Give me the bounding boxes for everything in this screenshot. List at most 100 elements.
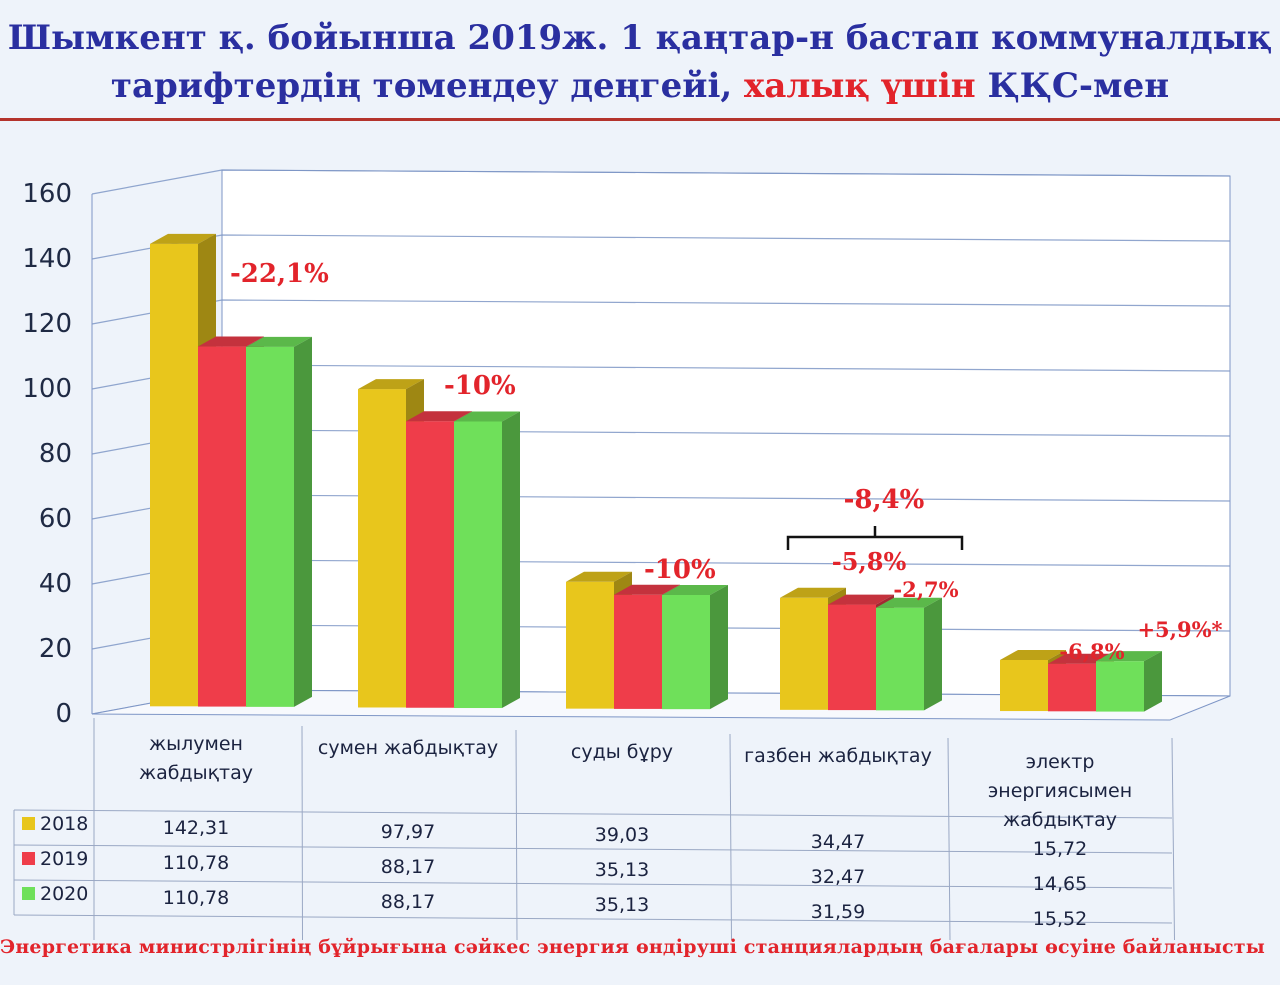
table-value: 15,72 [1033,838,1087,860]
legend-key-2020 [22,887,35,900]
table-hline [13,914,1173,924]
y-tick-label: 100 [22,374,72,404]
bar-top [566,571,632,582]
slide-title: Шымкент қ. бойынша 2019ж. 1 қаңтар-н бас… [0,14,1280,110]
table-value: 110,78 [163,887,229,909]
bar-2020-cat4 [1096,651,1162,712]
bar-2020-cat0 [246,336,312,707]
change-annotation: -22,1% [230,259,329,289]
bar-top [614,584,680,595]
category-label: суды бұру [571,741,673,763]
y-tick-label: 120 [22,309,72,339]
category-label: газбен жабдықтау [744,745,932,767]
table-value: 110,78 [163,852,229,874]
category-label: жабдықтау [1003,809,1117,831]
table-value: 31,59 [811,901,865,923]
bar-side [1144,651,1162,712]
y-tick-label: 20 [39,634,72,664]
gridline [91,234,1231,260]
table-value: 15,52 [1033,908,1087,930]
bar-top [150,233,216,244]
footnote: Энергетика министрлігінің бұйрығына сәйк… [0,936,1265,958]
data-table: жылумен жабдықтау сумен жабдықтау суды бұру… [13,718,1175,941]
change-annotation: -5,8% [832,547,907,576]
bar-side [710,585,728,710]
table-value: 14,65 [1033,873,1087,895]
bar-front [614,594,662,709]
bar-top [358,379,424,390]
bar-front [876,607,924,711]
table-vline [515,729,518,941]
y-tick-label: 80 [39,439,72,469]
legend-label-2018: 2018 [40,813,88,835]
bar-top [662,585,728,596]
legend-label-2019: 2019 [40,848,88,870]
category-label: жабдықтау [139,762,253,784]
change-annotations: -22,1% -10% -10% -8,4% -5,8%-2,7% -6,8% +5,9%* [230,259,1223,664]
bar-front [1048,663,1096,712]
bar-2020-cat3 [876,597,942,711]
y-tick-label: 140 [22,244,72,274]
table-hline [13,879,1173,889]
y-axis-ticks: 0 20 40 60 80 100 120 140 160 [22,179,72,729]
table-value: 32,47 [811,866,865,888]
table-value: 35,13 [595,894,649,916]
bar-front [150,243,198,707]
table-value: 88,17 [381,856,435,878]
bar-side [294,336,312,707]
change-annotation: -6,8% [1059,639,1124,664]
legend-label-2020: 2020 [40,883,88,905]
change-annotation: -10% [644,555,716,585]
category-label: энергиясымен [988,780,1132,802]
title-line-2-blue-end: ҚҚС-мен [987,66,1170,106]
y-tick-label: 60 [39,504,72,534]
table-vline [729,733,732,941]
title-line-2-red: халық үшін [744,66,976,106]
table-value: 35,13 [595,859,649,881]
title-line-2: тарифтердің төмендеу деңгейі, халық үшін… [0,62,1280,110]
table-vline [301,725,303,941]
table-hline [13,844,1173,854]
bar-side [502,411,520,709]
title-divider [0,118,1280,121]
y-tick-label: 0 [55,699,72,729]
bar-front [358,389,406,708]
change-annotation: +5,9%* [1137,617,1222,642]
bar-front [246,346,294,707]
category-label: сумен жабдықтау [318,737,498,759]
title-line-2-blue: тарифтердің төмендеу деңгейі, [110,66,733,106]
table-value: 142,31 [163,817,229,839]
bar-front [406,421,454,708]
table-value: 39,03 [595,824,649,846]
change-annotation: -8,4% [844,485,925,515]
bar-front [198,346,246,707]
legend-key-2018 [22,817,35,830]
bar-front [828,604,876,711]
bar-top [1096,651,1162,662]
legend-key-2019 [22,852,35,865]
bar-top [1000,649,1066,660]
bar-front [1000,659,1048,712]
table-vline [947,737,951,941]
bar-front [454,421,502,709]
bracket-gas [786,526,964,550]
bars [150,233,1162,712]
gridline [91,299,1231,325]
bar-top [780,587,846,598]
bar-top [406,411,472,422]
bar-top [246,336,312,347]
table-value: 97,97 [381,821,435,843]
gridline [91,169,1231,195]
category-label: жылумен [149,733,243,755]
bar-2020-cat1 [454,411,520,709]
bar-front [662,595,710,710]
title-line-1: Шымкент қ. бойынша 2019ж. 1 қаңтар-н бас… [7,18,1273,58]
bar-top [198,336,264,347]
bar-top [828,594,894,605]
bar-front [1096,661,1144,712]
table-value: 88,17 [381,891,435,913]
change-annotation: -2,7% [893,577,958,602]
bar-front [566,581,614,709]
y-tick-label: 160 [22,179,72,209]
